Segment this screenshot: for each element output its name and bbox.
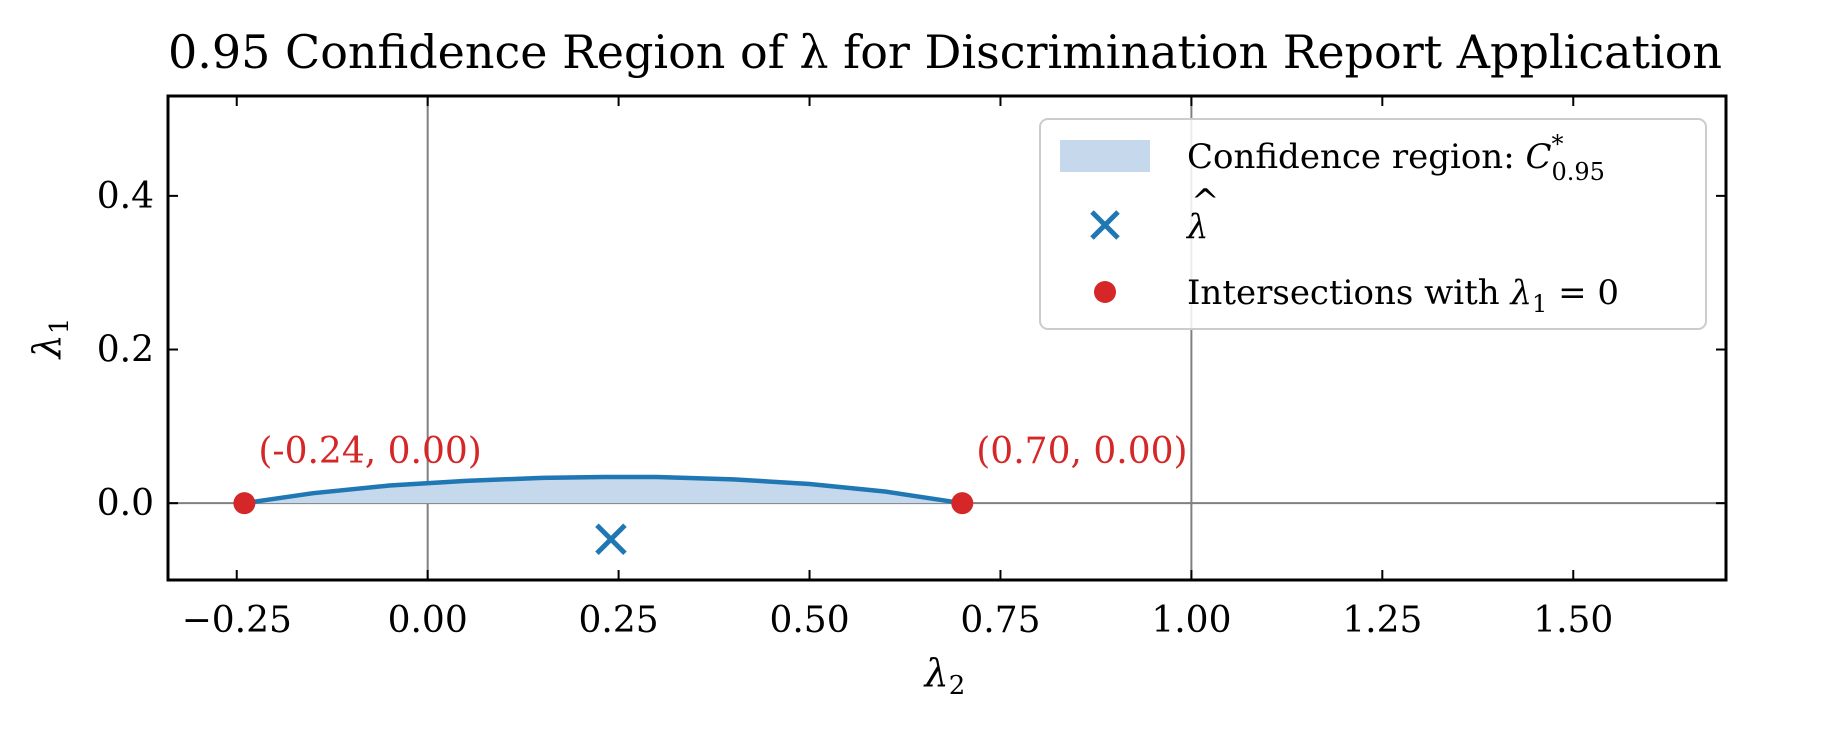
legend-label-lambda-hat: λ bbox=[1185, 207, 1209, 247]
x-axis-ticks: −0.25 0.00 0.25 0.50 0.75 1.00 1.25 1.50 bbox=[182, 96, 1613, 641]
intersection-label: (0.70, 0.00) bbox=[976, 431, 1187, 472]
legend-marker-lambda-hat bbox=[1090, 210, 1120, 240]
intersection-point bbox=[233, 492, 256, 515]
legend: Confidence region: C* 0.95 λ ^ Intersecti… bbox=[1039, 118, 1707, 330]
intersection-label: (-0.24, 0.00) bbox=[258, 431, 481, 472]
x-tick-label: 0.75 bbox=[960, 600, 1040, 641]
legend-label-region: Confidence region: C* 0.95 bbox=[1187, 130, 1605, 186]
x-tick-label: 1.00 bbox=[1151, 600, 1231, 641]
chart-title: 0.95 Confidence Region of λ for Discrimi… bbox=[168, 25, 1722, 79]
y-tick-label: 0.2 bbox=[97, 330, 154, 371]
x-tick-label: 1.25 bbox=[1342, 600, 1422, 641]
y-tick-label: 0.4 bbox=[97, 176, 154, 217]
confidence-region-boundary bbox=[242, 474, 965, 506]
plot-frame bbox=[166, 94, 1728, 582]
y-tick-label: 0.0 bbox=[97, 483, 154, 524]
legend-swatch-region bbox=[1060, 140, 1150, 172]
lambda-hat-stroke bbox=[595, 523, 627, 556]
x-tick-label: 1.50 bbox=[1533, 600, 1613, 641]
x-axis-label: λ2 bbox=[923, 651, 966, 701]
y-axis-ticks: 0.0 0.2 0.4 bbox=[97, 176, 1726, 524]
x-tick-label: 0.00 bbox=[388, 600, 468, 641]
intersection-point bbox=[951, 492, 974, 515]
legend-box bbox=[1039, 118, 1707, 330]
lambda-hat-marker bbox=[595, 523, 627, 556]
points-layer bbox=[233, 492, 974, 556]
y-axis-label: λ1 bbox=[25, 318, 75, 361]
legend-marker-intersections bbox=[1094, 281, 1116, 303]
legend-label-intersections: Intersections with λ1 = 0 bbox=[1187, 273, 1619, 318]
annotation-layer: (-0.24, 0.00) (0.70, 0.00) bbox=[258, 431, 1187, 472]
x-tick-label: 0.50 bbox=[769, 600, 849, 641]
x-tick-label: −0.25 bbox=[182, 600, 292, 641]
confidence-region-layer bbox=[242, 474, 965, 506]
x-tick-label: 0.25 bbox=[579, 600, 659, 641]
legend-hat-accent: ^ bbox=[1191, 182, 1220, 222]
